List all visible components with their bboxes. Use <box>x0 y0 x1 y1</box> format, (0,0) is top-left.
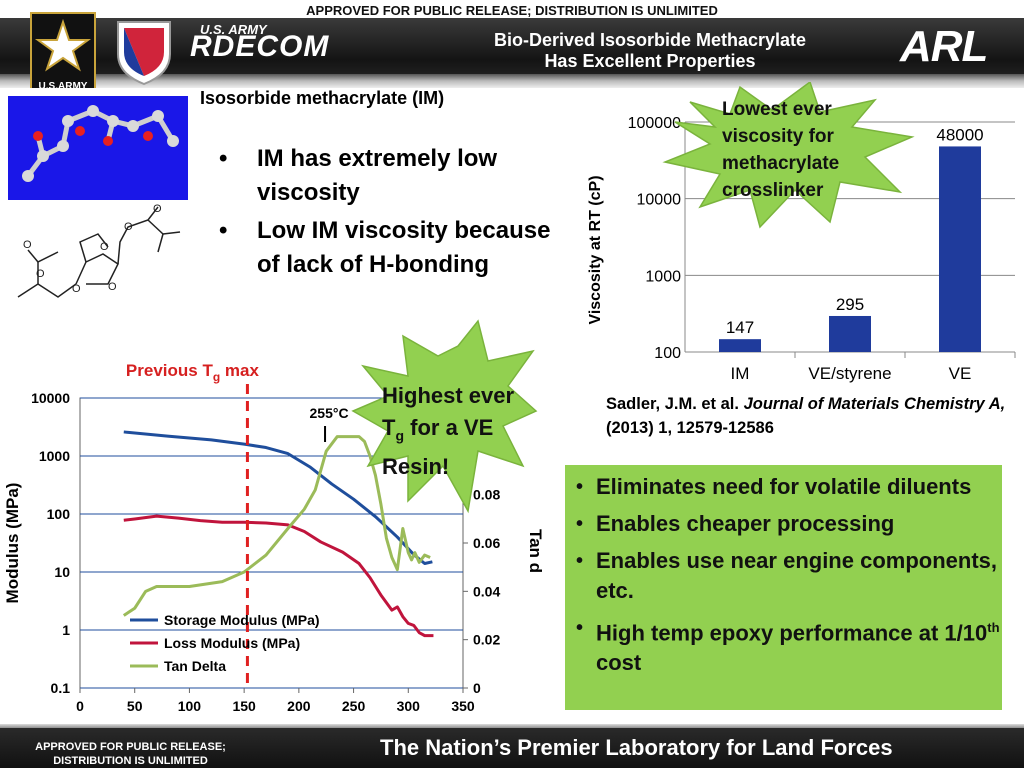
bullets-right: Eliminates need for volatile diluents En… <box>572 472 1002 685</box>
viscosity-y-axis-label: Viscosity at RT (cP) <box>587 175 604 324</box>
us-army-logo: U.S.ARMY <box>30 12 96 96</box>
bullet-left-1: IM has extremely low viscosity <box>215 142 555 210</box>
previous-tg-label: Previous Tg max <box>126 361 260 384</box>
footer-bar <box>0 728 1024 768</box>
citation: Sadler, J.M. et al. Journal of Materials… <box>606 392 1006 440</box>
dma-y-tick: 1000 <box>39 448 70 464</box>
svg-text:O: O <box>36 268 45 280</box>
dma-x-tick: 50 <box>127 698 143 714</box>
svg-text:O: O <box>124 221 133 233</box>
viscosity-category-label: VE <box>949 364 972 383</box>
dma-y2-tick: 0.08 <box>473 487 500 503</box>
peak-temp-label: 255°C <box>310 405 349 421</box>
citation-journal: Journal of Materials Chemistry A, <box>743 395 1006 413</box>
tg-callout-burst <box>351 319 538 514</box>
dma-y-tick: 0.1 <box>51 680 71 696</box>
viscosity-bar <box>829 315 871 352</box>
dma-y2-tick: 0.06 <box>473 535 500 551</box>
rdecom-shield-icon <box>117 21 171 86</box>
dma-x-tick: 0 <box>76 698 84 714</box>
top-release-banner: APPROVED FOR PUBLIC RELEASE; DISTRIBUTIO… <box>306 3 718 18</box>
dma-y2-tick: 0 <box>473 680 481 696</box>
dma-y-tick: 10000 <box>31 390 70 406</box>
superscript-th: th <box>987 620 1000 635</box>
dma-x-tick: 250 <box>342 698 366 714</box>
bullet-right-1: Eliminates need for volatile diluents <box>572 472 1002 502</box>
molecule-structure-diagram: O O O O O O O <box>8 202 188 328</box>
viscosity-bar <box>719 339 761 352</box>
svg-text:O: O <box>153 203 162 215</box>
viscosity-y-tick: 100000 <box>628 115 681 132</box>
bullets-left: IM has extremely low viscosity Low IM vi… <box>215 142 555 286</box>
viscosity-callout-text: Lowest ever viscosity for methacrylate c… <box>722 99 840 201</box>
bottom-release-line2: DISTRIBUTION IS UNLIMITED <box>53 755 208 767</box>
dma-y-tick: 1 <box>62 622 70 638</box>
rdecom-wordmark-top: U.S. ARMY <box>200 22 267 37</box>
tg-callout-text: Highest ever Tg for a VE Resin! <box>382 380 542 483</box>
tg-callout-sub: g <box>395 427 405 444</box>
dma-x-tick: 150 <box>232 698 256 714</box>
tg-callout-t: T <box>382 415 396 440</box>
bullet-right-4: High temp epoxy performance at 1/10th co… <box>572 613 1002 678</box>
viscosity-category-label: VE/styrene <box>808 364 891 383</box>
viscosity-callout-burst <box>662 82 915 229</box>
dma-series-line <box>122 435 431 617</box>
dma-y2-tick: 0.02 <box>473 632 500 648</box>
viscosity-y-tick: 10000 <box>637 192 682 209</box>
dma-series-line <box>123 514 434 638</box>
viscosity-value-label: 295 <box>836 295 864 314</box>
citation-rest: (2013) 1, 12579-12586 <box>606 419 774 437</box>
bullet-right-2: Enables cheaper processing <box>572 509 1002 539</box>
header-shine <box>0 74 1024 88</box>
dma-legend-label: Storage Modulus (MPa) <box>164 612 320 628</box>
svg-text:O: O <box>72 283 81 295</box>
svg-text:O: O <box>108 281 117 293</box>
dma-y-tick: 100 <box>47 506 71 522</box>
viscosity-value-label: 48000 <box>936 125 983 144</box>
slide-title: Bio-Derived Isosorbide Methacrylate Has … <box>420 30 880 72</box>
slide-title-line1: Bio-Derived Isosorbide Methacrylate <box>493 30 807 50</box>
tg-callout-rest: for a VE <box>404 415 494 440</box>
dma-x-tick: 300 <box>397 698 421 714</box>
viscosity-value-label: 147 <box>726 318 754 337</box>
dma-x-tick: 350 <box>451 698 475 714</box>
molecule-label: Isosorbide methacrylate (IM) <box>200 88 445 108</box>
viscosity-category-label: IM <box>731 364 750 383</box>
footer-shine <box>0 724 1024 730</box>
tan-d-axis-label: Tan d <box>526 529 545 573</box>
tg-callout-line3: Resin! <box>382 454 450 480</box>
modulus-y-axis-label: Modulus (MPa) <box>3 483 22 604</box>
tg-callout-line2: Tg for a VE <box>382 412 542 451</box>
army-star-icon <box>34 18 92 72</box>
viscosity-y-tick: 100 <box>654 345 681 362</box>
viscosity-y-tick: 1000 <box>645 268 681 285</box>
dma-legend-label: Loss Modulus (MPa) <box>164 635 300 651</box>
dma-y2-tick: 0.04 <box>473 583 500 599</box>
bullet-right-3: Enables use near engine components, etc. <box>572 546 1002 606</box>
bottom-release-line1: APPROVED FOR PUBLIC RELEASE; <box>35 741 226 753</box>
dma-line-chart: 0.1 1 10 100 1000 10000 0 50 100 150 200 250 300 350 0… <box>3 361 545 736</box>
molecule-3d-model <box>8 96 188 200</box>
dma-y-tick: 10 <box>54 564 70 580</box>
bullet-left-2: Low IM viscosity because of lack of H-bo… <box>215 214 555 282</box>
tg-callout-line1: Highest ever <box>382 383 515 408</box>
slide-title-line2: Has Excellent Properties <box>544 51 756 71</box>
svg-text:O: O <box>100 241 109 253</box>
citation-authors: Sadler, J.M. et al. <box>606 395 739 413</box>
dma-x-tick: 200 <box>287 698 311 714</box>
svg-text:O: O <box>23 239 32 251</box>
viscosity-bar <box>939 146 981 352</box>
footer-tagline: The Nation’s Premier Laboratory for Land… <box>380 735 893 760</box>
dma-legend-label: Tan Delta <box>164 658 226 674</box>
army-logo-text: U.S.ARMY <box>38 81 88 92</box>
arl-logo: ARL <box>900 22 988 71</box>
bottom-release-banner: APPROVED FOR PUBLIC RELEASE; DISTRIBUTIO… <box>8 740 253 768</box>
dma-x-tick: 100 <box>178 698 202 714</box>
rdecom-wordmark: RDECOM <box>190 30 330 63</box>
